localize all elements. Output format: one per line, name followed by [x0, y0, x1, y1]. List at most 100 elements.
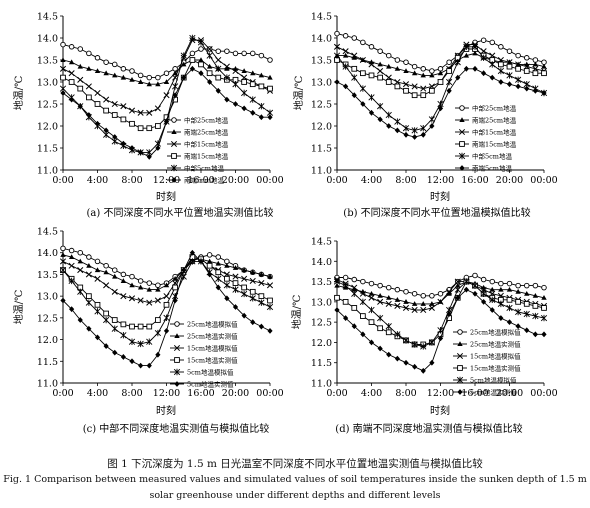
- data-point: [223, 74, 230, 81]
- data-point: [360, 313, 366, 319]
- data-point: [69, 306, 75, 313]
- data-point: [198, 57, 204, 62]
- data-point: [181, 267, 187, 273]
- legend-marker: [170, 140, 178, 148]
- data-point: [155, 317, 161, 323]
- data-point: [403, 87, 409, 94]
- x-tick-label: 12:00: [153, 388, 180, 399]
- series-star: [333, 278, 548, 350]
- data-point: [523, 301, 530, 307]
- data-point: [224, 66, 230, 71]
- data-point: [68, 262, 75, 269]
- data-point: [402, 81, 410, 88]
- data-point: [333, 278, 341, 285]
- data-point: [207, 271, 213, 278]
- data-point: [411, 83, 418, 90]
- data-point: [541, 63, 547, 69]
- data-point: [128, 107, 136, 114]
- data-point: [68, 59, 75, 65]
- data-point: [94, 68, 101, 73]
- legend-label: 南端15cm地温: [472, 140, 517, 149]
- legend-label: 中部5cm地温: [472, 152, 512, 161]
- data-point: [155, 286, 161, 292]
- data-point: [437, 105, 444, 112]
- data-point: [129, 68, 135, 74]
- series-line: [336, 33, 545, 72]
- data-point: [394, 302, 401, 309]
- data-point: [472, 65, 478, 72]
- data-point: [137, 72, 144, 79]
- legend-label: 15cm地温模拟值: [187, 344, 238, 353]
- data-point: [215, 284, 221, 291]
- data-point: [420, 92, 427, 99]
- legend-marker: [174, 357, 180, 363]
- data-point: [258, 293, 265, 299]
- data-point: [154, 297, 161, 304]
- y-tick-label: 13.5: [311, 277, 332, 288]
- legend-label: 南端5cm地温: [472, 164, 512, 173]
- data-point: [223, 63, 230, 70]
- data-point: [206, 262, 213, 269]
- legend-marker: [174, 333, 180, 338]
- data-point: [411, 92, 418, 99]
- x-tick-label: 00:00: [256, 388, 283, 399]
- figure-caption-en-line1: Fig. 1 Comparison between measured value…: [3, 474, 587, 485]
- data-point: [250, 319, 256, 326]
- data-point: [506, 319, 513, 326]
- data-point: [377, 298, 384, 305]
- data-point: [385, 79, 392, 85]
- series-diamond: [60, 65, 273, 160]
- x-tick-label: 8:00: [121, 175, 142, 186]
- data-point: [120, 332, 127, 339]
- data-point: [68, 44, 75, 50]
- legend-label: 25cm地温模拟值: [470, 328, 521, 337]
- x-tick-label: 4:00: [87, 388, 108, 399]
- data-point: [206, 252, 213, 258]
- data-point: [111, 325, 118, 332]
- data-point: [394, 127, 400, 134]
- data-point: [206, 70, 213, 77]
- data-point: [351, 323, 357, 330]
- legend-marker: [174, 321, 180, 327]
- data-point: [480, 54, 487, 61]
- data-point: [198, 70, 204, 77]
- data-point: [351, 290, 358, 297]
- series-diamond: [334, 286, 547, 374]
- data-point: [343, 315, 349, 321]
- data-point: [206, 258, 213, 264]
- data-point: [368, 290, 375, 296]
- data-point: [60, 90, 66, 96]
- data-point: [541, 305, 547, 311]
- data-point: [267, 297, 273, 304]
- legend-marker: [171, 177, 177, 183]
- data-point: [360, 101, 366, 107]
- legend-label: 5cm地温实测值: [187, 380, 234, 389]
- data-point: [249, 295, 256, 302]
- data-point: [333, 43, 341, 50]
- series-x: [59, 37, 274, 116]
- data-point: [420, 125, 427, 132]
- data-point: [77, 258, 83, 264]
- data-point: [77, 249, 83, 256]
- data-point: [120, 116, 127, 123]
- legend-item: 中部25cm地温: [455, 104, 517, 113]
- data-point: [189, 50, 196, 57]
- y-tick-label: 12.0: [37, 335, 58, 346]
- data-point: [232, 304, 239, 310]
- x-tick-label: 16:00: [461, 175, 488, 186]
- y-tick-label: 13.0: [311, 78, 332, 89]
- data-point: [60, 245, 66, 252]
- y-tick-label: 11.5: [37, 357, 58, 368]
- data-point: [515, 65, 521, 72]
- data-point: [411, 63, 418, 70]
- chart-panel-a: 11.0 11.5 12.0 12.5 13.0 13.5 14.0 14.5 0:00 4:00…: [12, 12, 284, 220]
- data-point: [111, 112, 118, 118]
- data-point: [86, 50, 92, 57]
- legend-marker: [456, 376, 464, 384]
- data-point: [146, 125, 153, 132]
- chart-panel-b: 11.0 11.5 12.0 12.5 13.0 13.5 14.0 14.5 0:00 4:00…: [292, 12, 558, 220]
- data-point: [420, 301, 426, 306]
- legend-item: 25cm地温模拟值: [453, 328, 521, 337]
- data-point: [258, 299, 265, 306]
- legend-marker: [459, 165, 465, 171]
